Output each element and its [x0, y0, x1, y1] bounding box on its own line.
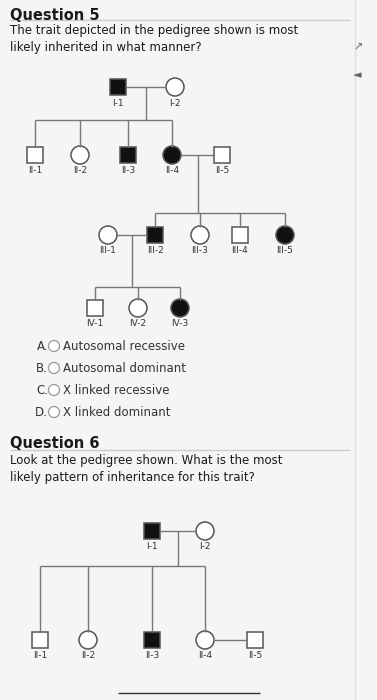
Circle shape [49, 340, 60, 351]
Text: X linked dominant: X linked dominant [63, 405, 170, 419]
Text: II-2: II-2 [81, 651, 95, 660]
Text: II-5: II-5 [248, 651, 262, 660]
Circle shape [49, 363, 60, 374]
Text: III-2: III-2 [147, 246, 163, 255]
Circle shape [196, 631, 214, 649]
Circle shape [191, 226, 209, 244]
Circle shape [71, 146, 89, 164]
Text: II-3: II-3 [145, 651, 159, 660]
Text: Question 6: Question 6 [10, 436, 100, 451]
Circle shape [99, 226, 117, 244]
Circle shape [276, 226, 294, 244]
Circle shape [163, 146, 181, 164]
Text: II-4: II-4 [198, 651, 212, 660]
Text: III-3: III-3 [192, 246, 208, 255]
Circle shape [49, 384, 60, 395]
Text: X linked recessive: X linked recessive [63, 384, 170, 396]
Text: II-3: II-3 [121, 166, 135, 175]
Text: II-1: II-1 [28, 166, 42, 175]
FancyBboxPatch shape [144, 523, 160, 539]
Text: IV-1: IV-1 [86, 319, 104, 328]
Text: D.: D. [35, 405, 48, 419]
FancyBboxPatch shape [87, 300, 103, 316]
Text: I-1: I-1 [112, 99, 124, 108]
Text: III-4: III-4 [231, 246, 248, 255]
Text: II-5: II-5 [215, 166, 229, 175]
Text: IV-2: IV-2 [129, 319, 147, 328]
Text: Look at the pedigree shown. What is the most
likely pattern of inheritance for t: Look at the pedigree shown. What is the … [10, 454, 282, 484]
Text: III-5: III-5 [277, 246, 293, 255]
FancyBboxPatch shape [214, 147, 230, 163]
FancyBboxPatch shape [232, 227, 248, 243]
Circle shape [196, 522, 214, 540]
FancyBboxPatch shape [27, 147, 43, 163]
Circle shape [79, 631, 97, 649]
Text: A.: A. [37, 340, 48, 353]
FancyBboxPatch shape [144, 632, 160, 648]
FancyBboxPatch shape [32, 632, 48, 648]
Text: Autosomal dominant: Autosomal dominant [63, 361, 186, 374]
Circle shape [166, 78, 184, 96]
Text: III-1: III-1 [100, 246, 116, 255]
Text: II-4: II-4 [165, 166, 179, 175]
FancyBboxPatch shape [247, 632, 263, 648]
Text: I-2: I-2 [199, 542, 211, 551]
Text: The trait depicted in the pedigree shown is most
likely inherited in what manner: The trait depicted in the pedigree shown… [10, 24, 298, 54]
Text: I-1: I-1 [146, 542, 158, 551]
Text: II-2: II-2 [73, 166, 87, 175]
Text: C.: C. [36, 384, 48, 396]
Text: IV-3: IV-3 [172, 319, 188, 328]
Circle shape [49, 407, 60, 417]
FancyBboxPatch shape [147, 227, 163, 243]
Text: II-1: II-1 [33, 651, 47, 660]
Text: ↗: ↗ [353, 43, 363, 53]
Text: Question 5: Question 5 [10, 8, 100, 23]
Text: B.: B. [36, 361, 48, 374]
FancyBboxPatch shape [120, 147, 136, 163]
Text: ◄: ◄ [353, 70, 361, 80]
Text: I-2: I-2 [169, 99, 181, 108]
FancyBboxPatch shape [110, 79, 126, 95]
Circle shape [129, 299, 147, 317]
Circle shape [171, 299, 189, 317]
Text: Autosomal recessive: Autosomal recessive [63, 340, 185, 353]
